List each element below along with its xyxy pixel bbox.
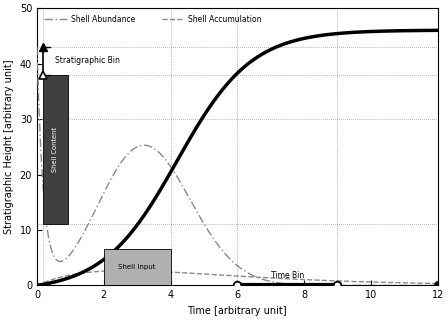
Bar (104, 249, 171, 285)
Legend: Shell Abundance, Shell Accumulation: Shell Abundance, Shell Accumulation (41, 12, 265, 27)
Text: Shell Content: Shell Content (52, 127, 58, 172)
Y-axis label: Stratigraphic Height [arbitrary unit]: Stratigraphic Height [arbitrary unit] (4, 60, 14, 234)
Text: Shell Input: Shell Input (118, 264, 156, 270)
Text: Stratigraphic Bin: Stratigraphic Bin (55, 56, 120, 65)
Bar (43, 75, 68, 224)
Text: Time Bin: Time Bin (271, 271, 304, 280)
X-axis label: Time [arbitrary unit]: Time [arbitrary unit] (188, 306, 287, 316)
